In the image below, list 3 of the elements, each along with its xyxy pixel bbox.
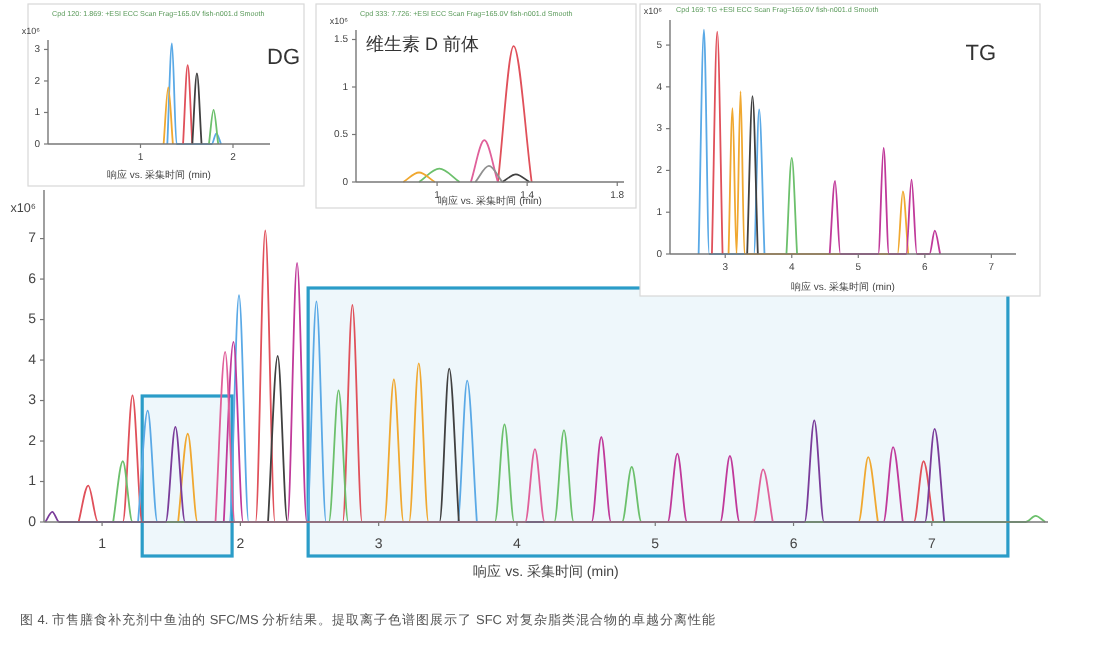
- text: TG: [965, 42, 996, 66]
- chart-title: DG: [267, 46, 300, 70]
- chart-title: 维生素 D 前体: [366, 34, 480, 54]
